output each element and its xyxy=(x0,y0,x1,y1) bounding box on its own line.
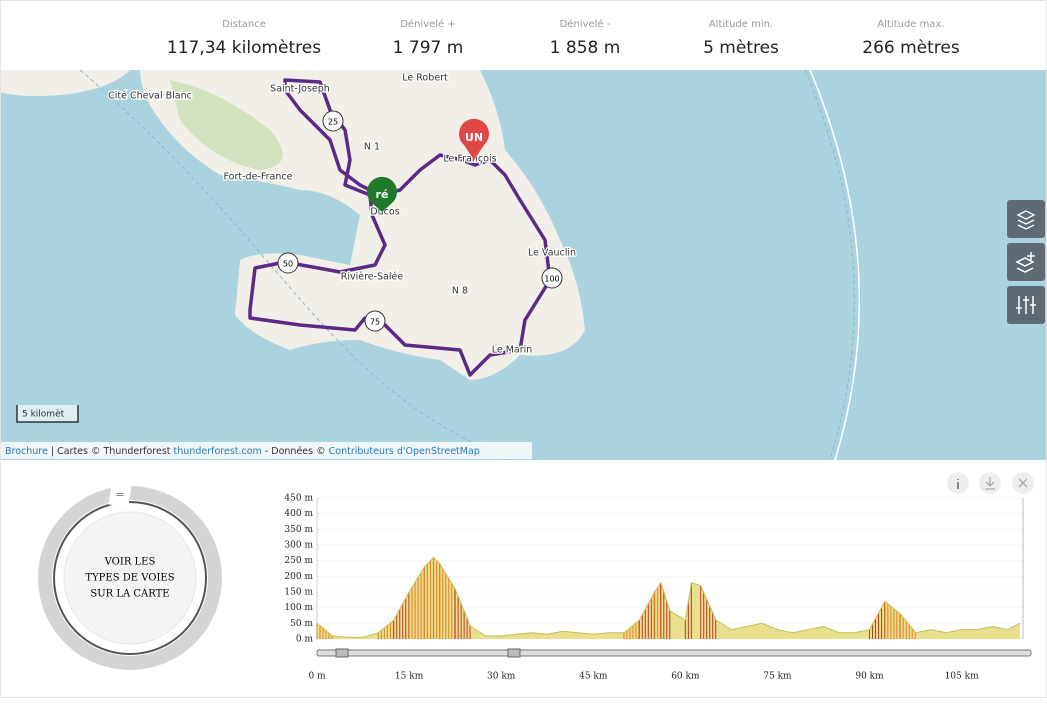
km-marker: 75 xyxy=(364,310,386,332)
link[interactable]: Contributeurs d'OpenStreetMap xyxy=(329,446,480,457)
stat-label: Distance xyxy=(222,19,266,30)
add-layer-button[interactable] xyxy=(1007,243,1045,281)
y-tick-label: 400 m xyxy=(284,509,313,519)
place-label: Ducos xyxy=(370,207,399,218)
y-tick-label: 0 m xyxy=(296,635,314,645)
y-tick-label: 50 m xyxy=(290,619,313,629)
km-marker-label: 100 xyxy=(544,275,559,284)
x-tick-label: 15 km xyxy=(395,672,424,682)
stat-value: 266 mètres xyxy=(862,38,960,58)
road-types-label: SUR LA CARTE xyxy=(90,589,169,600)
km-marker: 50 xyxy=(277,252,299,274)
stat-value: 5 mètres xyxy=(703,38,779,58)
place-label: Rivière-Salée xyxy=(341,272,404,283)
start-marker-label: ré xyxy=(376,188,389,201)
km-marker-label: 75 xyxy=(370,318,380,327)
link[interactable]: Brochure xyxy=(5,446,48,457)
place-label: Fort-de-France xyxy=(224,172,293,183)
elevation-line xyxy=(316,556,1021,638)
stat-value: 1 858 m xyxy=(550,38,621,58)
sea-line xyxy=(809,69,861,461)
x-tick-label: 60 km xyxy=(671,672,700,682)
scale-bar xyxy=(16,405,79,423)
x-tick-label: 75 km xyxy=(763,672,792,682)
stat-value: 117,34 kilomètres xyxy=(167,38,321,58)
y-tick-label: 100 m xyxy=(284,603,313,613)
x-tick-label: 90 km xyxy=(855,672,884,682)
y-tick-label: 200 m xyxy=(284,572,313,582)
road-label: N 1 xyxy=(364,142,380,153)
road-types[interactable]: = VOIR LES TYPES DE VOIES SUR LA CARTE xyxy=(38,482,222,670)
km-marker: 25 xyxy=(322,110,344,132)
place-label: Le Marin xyxy=(492,345,533,356)
start-marker[interactable]: ré xyxy=(367,176,397,212)
end-marker-label: UN xyxy=(465,131,483,144)
map-controls xyxy=(1007,200,1045,324)
elevation-chart: 0 m 50 m 100 m 150 m 200 m 250 m 300 m 350 m 400… xyxy=(284,494,1024,682)
donut-handle xyxy=(108,482,132,508)
road-types-label: TYPES DE VOIES xyxy=(85,573,174,584)
sea-line xyxy=(79,69,855,461)
donut-handle-label: = xyxy=(115,488,124,501)
x-tick-label: 0 m xyxy=(308,672,326,682)
y-tick-label: 450 m xyxy=(284,494,313,504)
slider-handle[interactable] xyxy=(507,648,521,658)
chart-buttons xyxy=(947,472,1034,494)
end-marker[interactable]: UN xyxy=(459,118,489,160)
km-marker-label: 50 xyxy=(283,260,293,269)
road-types-label: VOIR LES xyxy=(104,557,156,568)
text: - Données © xyxy=(262,446,329,457)
stat-value: 1 797 m xyxy=(393,38,464,58)
land xyxy=(0,70,130,96)
stat-label: Dénivelé + xyxy=(400,18,456,30)
scale-label: 5 kilomèt xyxy=(22,409,65,420)
stats-bar: Distance 117,34 kilomètres Dénivelé + 1 … xyxy=(167,18,960,58)
km-marker-label: 25 xyxy=(328,118,338,127)
road-label: N 8 xyxy=(452,286,468,297)
attribution-bar xyxy=(0,442,532,459)
place-label: Cité Cheval Blanc xyxy=(108,91,192,102)
slider-handle[interactable] xyxy=(335,648,349,658)
stat-label: Dénivelé - xyxy=(560,18,611,30)
map[interactable]: Cité Cheval Blanc Saint-Joseph Le Robert… xyxy=(0,69,1047,461)
stat-label: Altitude max. xyxy=(877,19,944,30)
place-label: Le François xyxy=(443,154,496,165)
y-tick-label: 350 m xyxy=(284,525,313,535)
link[interactable]: thunderforest.com xyxy=(174,446,262,457)
donut-center xyxy=(63,511,197,645)
range-slider[interactable] xyxy=(316,649,1032,657)
place-label: Le Vauclin xyxy=(528,248,576,259)
forest xyxy=(170,80,283,170)
x-tick-label: 45 km xyxy=(579,672,608,682)
y-tick-label: 300 m xyxy=(284,541,313,551)
stat-label: Altitude min. xyxy=(709,19,773,30)
attribution: Brochure | Cartes © Thunderforest thunde… xyxy=(5,446,480,457)
x-tick-label: 105 km xyxy=(945,672,979,682)
km-marker: 100 xyxy=(541,267,563,289)
text: | Cartes © Thunderforest xyxy=(48,446,174,457)
x-tick-label: 30 km xyxy=(487,672,516,682)
place-label: Saint-Joseph xyxy=(270,84,330,95)
y-tick-label: 250 m xyxy=(284,556,313,566)
place-label: Le Robert xyxy=(402,73,448,84)
y-tick-label: 150 m xyxy=(284,588,313,598)
